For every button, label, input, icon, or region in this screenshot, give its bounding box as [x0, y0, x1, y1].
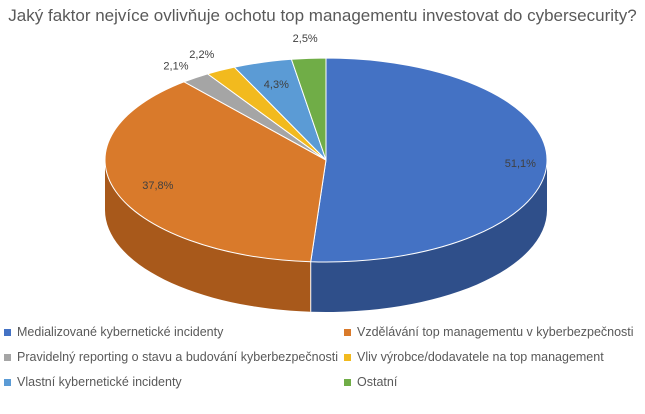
pie-side-medializovane-kyberneticke-incidenty	[310, 160, 547, 312]
pie-sides	[105, 160, 547, 312]
legend: Medializované kybernetické incidenty Vzdě…	[4, 324, 644, 390]
data-label-vzdelavani-top-managementu-v-kyberbezpecnosti: 37,8%	[142, 180, 173, 192]
data-label-pravidelny-reporting-o-stavu-a-budovani-kyberbezpecnosti: 2,1%	[163, 60, 188, 72]
data-label-vliv-vyrobce-dodavatele-na-top-management: 2,2%	[189, 49, 214, 61]
pie-chart: 51,1% 37,8% 2,1%2,2% 4,3% 2,5%	[104, 33, 548, 312]
legend-label: Vlastní kybernetické incidenty	[17, 375, 182, 389]
legend-swatch	[344, 328, 351, 336]
chart-title: Jaký faktor nejvíce ovlivňuje ochotu top…	[8, 6, 637, 25]
legend-label: Ostatní	[357, 375, 398, 389]
legend-item-vliv-vyrobce-dodavatele-na-top-management: Vliv výrobce/dodavatele na top managemen…	[344, 349, 644, 365]
pie-side-vzdelavani-top-managementu-v-kyberbezpecnosti	[105, 160, 311, 312]
legend-label: Medializované kybernetické incidenty	[17, 325, 224, 339]
legend-swatch	[4, 378, 11, 386]
pie-data-labels: 51,1% 37,8% 2,1%2,2% 4,3% 2,5%	[142, 33, 536, 192]
legend-item-vlastni-kyberneticke-incidenty: Vlastní kybernetické incidenty	[4, 374, 344, 390]
legend-item-medializovane-kyberneticke-incidenty: Medializované kybernetické incidenty	[4, 324, 344, 340]
legend-swatch	[4, 353, 11, 361]
legend-item-vzdelavani-top-managementu-v-kyberbezpecnosti: Vzdělávání top managementu v kyberbezpeč…	[344, 324, 644, 340]
legend-label: Pravidelný reporting o stavu a budování …	[17, 350, 339, 364]
pie-slice-medializovane-kyberneticke-incidenty	[310, 57, 548, 263]
legend-swatch	[344, 353, 351, 361]
legend-swatch	[344, 378, 351, 386]
data-label-ostatni: 2,5%	[293, 33, 318, 45]
data-label-vlastni-kyberneticke-incidenty: 4,3%	[264, 79, 289, 91]
legend-item-pravidelny-reporting-o-stavu-a-budovani-kyberbezpecnosti: Pravidelný reporting o stavu a budování …	[4, 349, 344, 365]
pie-slice-vzdelavani-top-managementu-v-kyberbezpecnosti	[104, 81, 327, 263]
pie-tops	[104, 57, 548, 263]
legend-label: Vzdělávání top managementu v kyberbezpeč…	[357, 325, 634, 339]
data-label-medializovane-kyberneticke-incidenty: 51,1%	[505, 158, 536, 170]
legend-item-ostatni: Ostatní	[344, 374, 644, 390]
legend-swatch	[4, 328, 11, 336]
legend-label: Vliv výrobce/dodavatele na top managemen…	[357, 350, 604, 364]
pie-slice-ostatni	[290, 57, 327, 161]
